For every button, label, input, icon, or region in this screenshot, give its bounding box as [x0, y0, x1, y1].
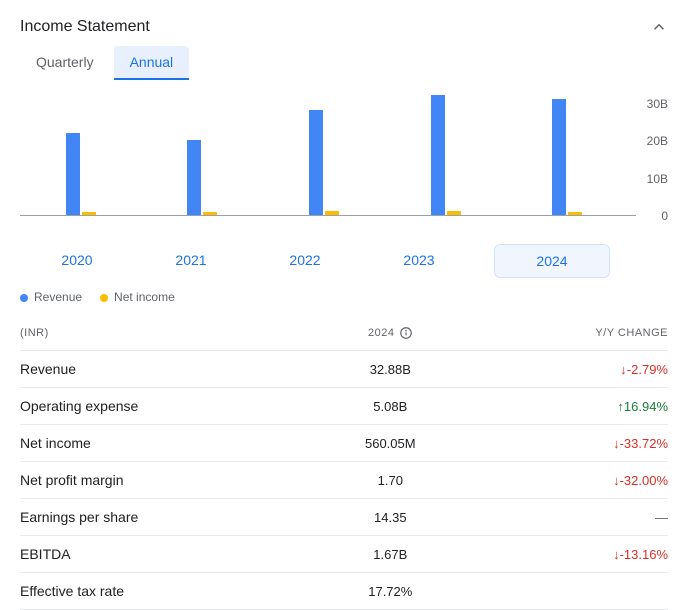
bar-revenue: [552, 99, 566, 215]
table-row: Operating expense5.08B↑16.94%: [20, 388, 668, 425]
metric-value: 5.08B: [298, 399, 483, 414]
x-label[interactable]: 2023: [362, 244, 476, 278]
table-body: Revenue32.88B↓-2.79%Operating expense5.0…: [20, 351, 668, 610]
bar-revenue: [431, 95, 445, 215]
bar-revenue: [66, 133, 80, 216]
metric-label: Net profit margin: [20, 472, 298, 488]
table-row: Revenue32.88B↓-2.79%: [20, 351, 668, 388]
metric-change: ↓-13.16%: [483, 547, 668, 562]
legend-item-revenue: Revenue: [20, 290, 82, 304]
chart-y-ticks: 30B20B10B0: [630, 96, 668, 216]
metric-label: Revenue: [20, 361, 298, 377]
chart-plot: [20, 96, 628, 216]
metric-label: Operating expense: [20, 398, 298, 414]
metric-value: 1.67B: [298, 547, 483, 562]
tab-quarterly[interactable]: Quarterly: [20, 46, 110, 80]
metric-value: 32.88B: [298, 362, 483, 377]
metric-label: Net income: [20, 435, 298, 451]
card-title: Income Statement: [20, 18, 150, 36]
x-label[interactable]: 2021: [134, 244, 248, 278]
metric-value: 14.35: [298, 510, 483, 525]
chart-col[interactable]: [20, 96, 142, 215]
chart-col[interactable]: [385, 96, 507, 215]
chart-legend: Revenue Net income: [20, 278, 668, 320]
table-header: (INR) 2024 Y/Y CHANGE: [20, 320, 668, 351]
bar-netincome: [447, 211, 461, 216]
metric-value: 560.05M: [298, 436, 483, 451]
table-header-change: Y/Y CHANGE: [483, 327, 668, 339]
metric-change: ↑16.94%: [483, 399, 668, 414]
metric-label: Effective tax rate: [20, 583, 298, 599]
legend-label-revenue: Revenue: [34, 290, 82, 304]
metric-label: EBITDA: [20, 546, 298, 562]
legend-dot-netincome: [100, 294, 108, 302]
card-header[interactable]: Income Statement: [20, 10, 668, 46]
metric-change: ↓-32.00%: [483, 473, 668, 488]
legend-dot-revenue: [20, 294, 28, 302]
period-tabs: Quarterly Annual: [20, 46, 668, 90]
table-header-metric: (INR): [20, 327, 298, 339]
chart-col[interactable]: [506, 96, 628, 215]
chevron-up-icon: [650, 18, 668, 36]
table-row: Earnings per share14.35—: [20, 499, 668, 536]
bar-netincome: [82, 212, 96, 215]
tab-annual[interactable]: Annual: [114, 46, 190, 80]
metric-value: 17.72%: [298, 584, 483, 599]
legend-label-netincome: Net income: [114, 290, 175, 304]
info-icon[interactable]: [399, 326, 413, 340]
metric-change: —: [483, 510, 668, 525]
metric-label: Earnings per share: [20, 509, 298, 525]
legend-item-netincome: Net income: [100, 290, 175, 304]
y-tick: 0: [661, 209, 668, 223]
metric-value: 1.70: [298, 473, 483, 488]
chart-x-labels: 2020202120222023 2024: [20, 244, 668, 278]
table-header-value: 2024: [298, 326, 483, 340]
bar-netincome: [568, 212, 582, 215]
chart-col[interactable]: [142, 96, 264, 215]
table-row: EBITDA1.67B↓-13.16%: [20, 536, 668, 573]
x-label[interactable]: 2024: [494, 244, 610, 278]
bar-revenue: [309, 110, 323, 215]
income-chart: 30B 20B 10B 0: [20, 96, 668, 226]
x-label[interactable]: 2022: [248, 244, 362, 278]
y-tick: 20B: [647, 134, 668, 148]
bar-netincome: [325, 211, 339, 216]
table-row: Effective tax rate17.72%: [20, 573, 668, 610]
table-row: Net profit margin1.70↓-32.00%: [20, 462, 668, 499]
bar-netincome: [203, 212, 217, 215]
y-tick: 30B: [647, 97, 668, 111]
y-tick: 10B: [647, 172, 668, 186]
metric-change: ↓-33.72%: [483, 436, 668, 451]
x-label[interactable]: 2020: [20, 244, 134, 278]
table-row: Net income560.05M↓-33.72%: [20, 425, 668, 462]
bar-revenue: [187, 140, 201, 215]
chart-col[interactable]: [263, 96, 385, 215]
metric-change: ↓-2.79%: [483, 362, 668, 377]
